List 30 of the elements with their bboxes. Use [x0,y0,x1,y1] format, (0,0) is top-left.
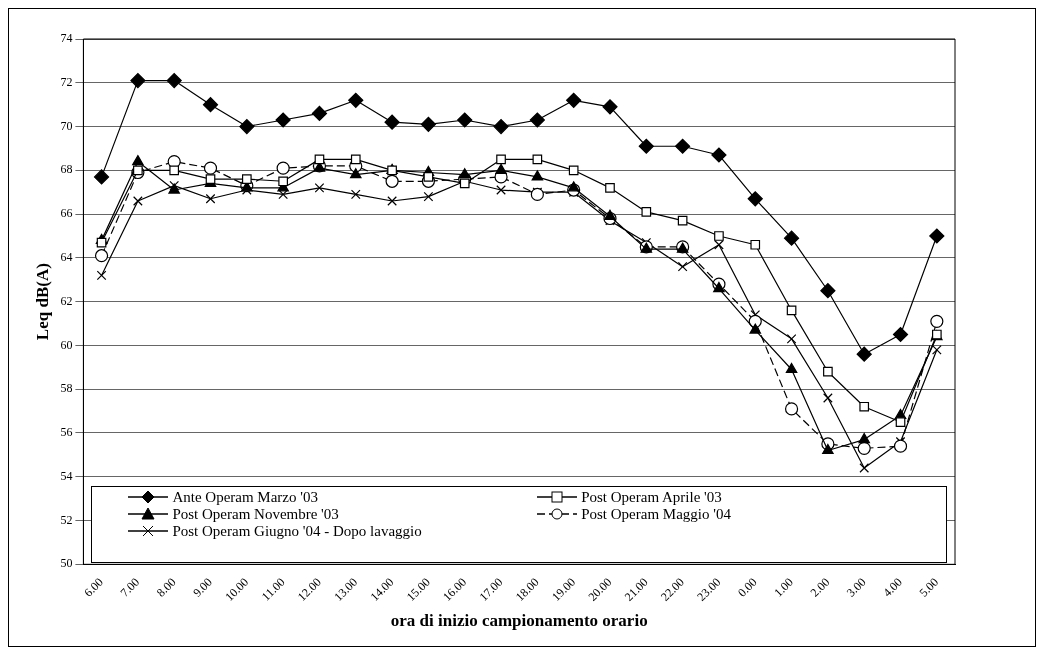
x-tick-label: 5.00 [916,574,942,600]
legend-label: Post Operam Aprile '03 [581,488,722,506]
y-tick-label: 62 [60,293,73,308]
legend-label: Post Operam Maggio '04 [581,505,731,523]
x-tick-label: 2.00 [807,574,833,600]
legend-label: Ante Operam Marzo '03 [172,488,318,506]
y-tick-label: 50 [60,556,73,571]
x-tick-label: 7.00 [117,574,143,600]
x-tick-label: 3.00 [843,574,869,600]
y-tick-label: 54 [60,468,73,483]
y-tick-label: 68 [60,162,73,177]
y-axis-title: Leq dB(A) [32,263,52,341]
x-tick-label: 1.00 [771,574,796,600]
y-tick-label: 66 [60,206,73,221]
y-tick-label: 52 [60,512,73,527]
y-tick-label: 70 [60,118,73,133]
legend-label: Post Operam Novembre '03 [172,505,339,523]
y-tick-label: 74 [60,31,73,46]
y-tick-label: 60 [60,337,73,352]
x-tick-label: 9.00 [190,574,215,600]
x-tick-label: 0.00 [734,574,760,600]
y-tick-label: 56 [60,425,73,440]
y-tick-label: 64 [60,250,73,265]
x-tick-label: 6.00 [81,574,106,600]
x-axis-title: ora di inizio campionamento orario [390,611,648,631]
legend-label: Post Operam Giugno '04 - Dopo lavaggio [172,522,422,540]
y-tick-label: 72 [60,74,73,89]
x-tick-label: 4.00 [880,574,905,600]
x-tick-label: 8.00 [153,574,179,600]
y-tick-label: 58 [60,381,73,396]
